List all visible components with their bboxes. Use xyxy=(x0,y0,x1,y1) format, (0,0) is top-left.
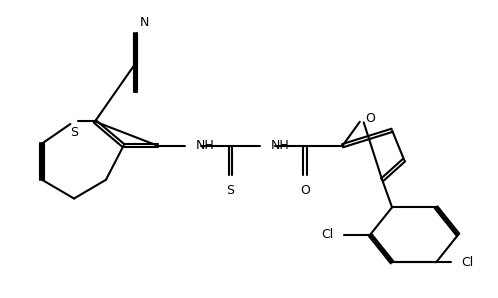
Text: N: N xyxy=(140,16,149,29)
Text: Cl: Cl xyxy=(322,228,334,241)
Text: NH: NH xyxy=(196,139,215,152)
Text: Cl: Cl xyxy=(461,256,474,269)
Text: O: O xyxy=(300,184,310,197)
Text: O: O xyxy=(366,112,375,125)
Text: NH: NH xyxy=(271,139,290,152)
Text: S: S xyxy=(70,126,78,139)
Text: S: S xyxy=(226,184,234,197)
